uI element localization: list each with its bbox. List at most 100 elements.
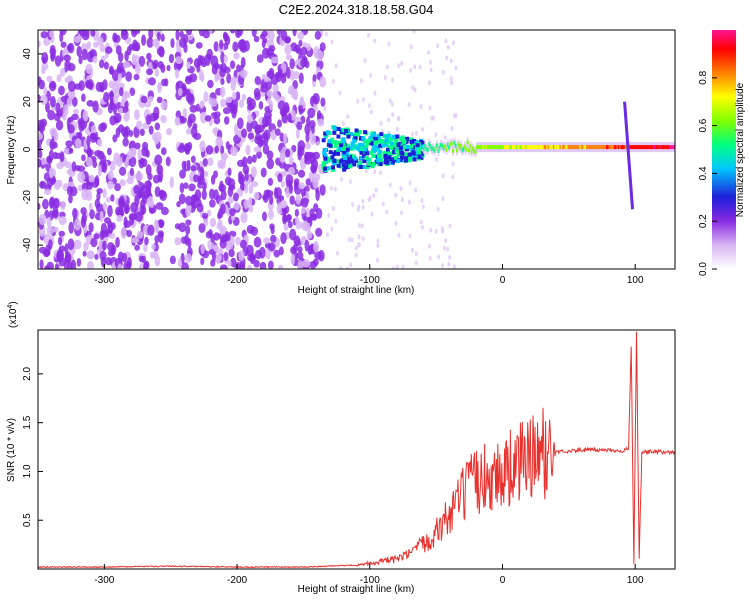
faint-blob bbox=[434, 228, 438, 234]
noise-blob bbox=[191, 194, 200, 203]
faint-blob bbox=[374, 187, 378, 193]
faint-blob bbox=[331, 205, 335, 211]
burst-cell bbox=[337, 141, 342, 146]
noise-blob bbox=[267, 177, 274, 186]
burst-cell bbox=[336, 126, 341, 131]
carrier-cell bbox=[437, 149, 440, 154]
burst-cell bbox=[364, 139, 369, 144]
noise-blob bbox=[295, 194, 301, 205]
faint-blob bbox=[361, 236, 365, 242]
noise-blob bbox=[220, 233, 229, 242]
carrier-cell bbox=[572, 145, 575, 150]
carrier-cell bbox=[483, 145, 486, 150]
carrier-cell bbox=[507, 145, 510, 150]
noise-blob bbox=[280, 180, 286, 188]
noise-blob bbox=[110, 248, 116, 256]
noise-blob bbox=[204, 115, 212, 122]
carrier-cell bbox=[558, 145, 561, 150]
noise-blob bbox=[205, 145, 214, 155]
faint-blob bbox=[323, 105, 327, 111]
noise-blob bbox=[92, 41, 99, 48]
carrier-cell bbox=[471, 146, 474, 151]
noise-blob bbox=[290, 246, 297, 255]
burst-cell bbox=[369, 141, 374, 146]
burst-cell bbox=[379, 132, 384, 137]
noise-blob bbox=[58, 215, 67, 226]
burst-cell bbox=[396, 153, 401, 158]
faint-blob bbox=[420, 224, 424, 230]
carrier-cell bbox=[660, 145, 663, 150]
noise-blob bbox=[273, 249, 281, 258]
noise-blob bbox=[92, 56, 98, 64]
noise-blob bbox=[131, 53, 137, 65]
noise-blob bbox=[157, 83, 162, 91]
burst-cell bbox=[384, 134, 389, 139]
noise-blob bbox=[260, 85, 269, 93]
noise-blob bbox=[43, 188, 52, 196]
carrier-cell bbox=[582, 145, 585, 150]
noise-blob bbox=[53, 226, 59, 233]
colorbar-tick-label: 0.2 bbox=[698, 214, 709, 228]
noise-blob bbox=[253, 146, 262, 153]
carrier-cell bbox=[583, 145, 586, 150]
faint-blob bbox=[349, 262, 353, 268]
burst-cell bbox=[348, 145, 353, 150]
faint-blob bbox=[413, 64, 417, 70]
noise-blob bbox=[64, 161, 73, 169]
noise-blob bbox=[103, 92, 110, 103]
noise-blob bbox=[174, 68, 180, 79]
noise-blob bbox=[215, 136, 223, 148]
carrier-cell bbox=[645, 145, 648, 150]
carrier-cell bbox=[647, 145, 650, 150]
noise-blob bbox=[71, 96, 78, 107]
noise-blob bbox=[133, 184, 141, 195]
noise-blob bbox=[76, 257, 82, 267]
burst-cell bbox=[364, 164, 369, 169]
noise-blob bbox=[266, 90, 273, 98]
y-tick-label: 1.0 bbox=[22, 464, 33, 478]
noise-blob bbox=[152, 174, 160, 184]
noise-blob bbox=[47, 109, 56, 121]
noise-blob bbox=[267, 260, 274, 269]
noise-blob bbox=[179, 30, 184, 38]
noise-blob bbox=[165, 128, 172, 136]
carrier-cell bbox=[499, 145, 502, 150]
faint-blob bbox=[373, 38, 377, 44]
noise-blob bbox=[268, 100, 274, 111]
faint-blob bbox=[444, 38, 448, 44]
carrier-cell bbox=[554, 145, 557, 150]
burst-cell bbox=[364, 150, 369, 155]
noise-blob bbox=[189, 104, 198, 113]
noise-blob bbox=[223, 54, 228, 64]
carrier-cell bbox=[648, 145, 651, 150]
noise-blob bbox=[80, 207, 87, 215]
noise-blob bbox=[117, 206, 124, 218]
burst-cell bbox=[341, 147, 346, 152]
burst-cell bbox=[404, 156, 409, 161]
noise-blob bbox=[285, 174, 294, 186]
noise-blob bbox=[68, 194, 73, 204]
burst-cell bbox=[349, 132, 354, 137]
carrier-cell bbox=[463, 144, 466, 149]
noise-blob bbox=[280, 170, 288, 177]
faint-blob bbox=[451, 161, 455, 167]
noise-blob bbox=[185, 219, 192, 226]
carrier-cell bbox=[449, 142, 452, 147]
noise-blob bbox=[208, 229, 213, 238]
noise-blob bbox=[306, 216, 313, 223]
noise-blob bbox=[102, 202, 108, 212]
carrier-cell bbox=[640, 145, 643, 150]
carrier-cell bbox=[607, 145, 610, 150]
noise-blob bbox=[270, 56, 279, 64]
noise-blob bbox=[315, 189, 320, 202]
noise-blob bbox=[207, 157, 214, 167]
carrier-cell bbox=[540, 145, 543, 150]
noise-blob bbox=[38, 149, 43, 159]
faint-blob bbox=[400, 197, 404, 203]
burst-cell bbox=[330, 155, 335, 160]
noise-blob bbox=[59, 31, 64, 43]
faint-blob bbox=[414, 187, 418, 193]
faint-blob bbox=[376, 257, 380, 263]
noise-blob bbox=[103, 61, 109, 70]
faint-blob bbox=[428, 255, 432, 261]
